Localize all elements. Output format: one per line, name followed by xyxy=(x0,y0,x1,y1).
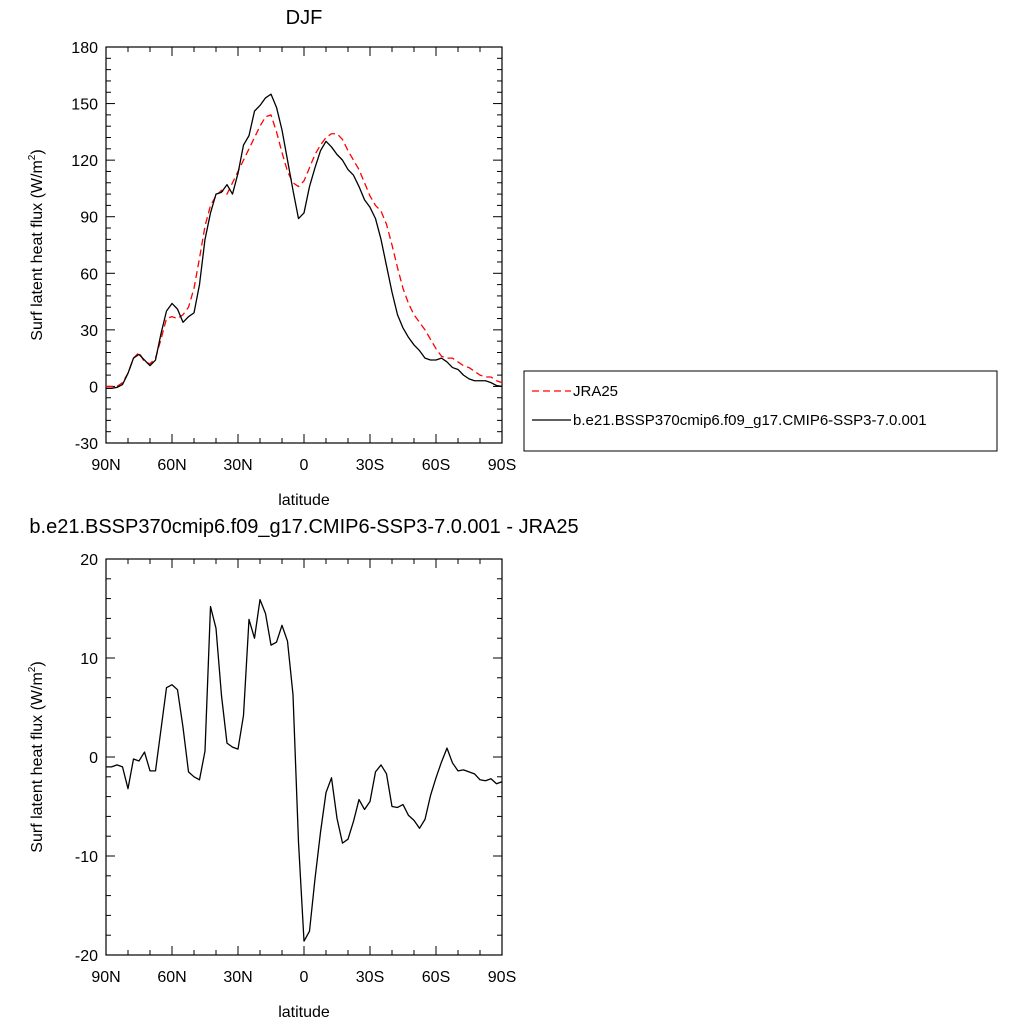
top-y-tick-label: 180 xyxy=(71,40,98,57)
bottom-axis-ticks: 90N 60N 30N 0 30S 60S 90S -20 -10 0 10 20 xyxy=(75,552,516,986)
top-series-lines xyxy=(106,93,503,389)
top-x-tick-label: 90N xyxy=(91,457,120,474)
bottom-y-axis-label-tail: ) xyxy=(29,661,46,666)
bottom-x-tick-label: 30S xyxy=(356,969,384,986)
bottom-panel-title: b.e21.BSSP370cmip6.f09_g17.CMIP6-SSP3-7.… xyxy=(29,516,578,538)
bottom-panel-difference: b.e21.BSSP370cmip6.f09_g17.CMIP6-SSP3-7.… xyxy=(27,516,579,1021)
bottom-x-tick-label: 60N xyxy=(157,969,186,986)
bottom-series-lines xyxy=(106,598,503,942)
top-x-tick-label: 90S xyxy=(488,457,516,474)
bottom-x-tick-label: 90N xyxy=(91,969,120,986)
bottom-x-axis-label: latitude xyxy=(278,1004,330,1021)
legend: JRA25 b.e21.BSSP370cmip6.f09_g17.CMIP6-S… xyxy=(523,370,998,452)
top-y-axis-label-tail: ) xyxy=(29,149,46,154)
top-series-line-1 xyxy=(106,93,503,389)
top-x-tick-label: 30S xyxy=(356,457,384,474)
bottom-y-axis-label-main: Surf latent heat flux (W/m xyxy=(29,672,46,853)
top-y-tick-label: 120 xyxy=(71,153,98,170)
bottom-y-tick-label: 20 xyxy=(80,552,98,569)
bottom-y-tick-label: 0 xyxy=(89,750,98,767)
top-y-tick-label: 0 xyxy=(89,379,98,396)
top-series-line-0 xyxy=(106,114,503,388)
bottom-y-axis-label-superscript: 2 xyxy=(27,666,38,672)
top-y-tick-label: 60 xyxy=(80,266,98,283)
top-axis-ticks: 90N 60N 30N 0 30S 60S 90S -30 0 30 60 90 120 150 180 xyxy=(71,40,516,474)
top-x-axis-label: latitude xyxy=(278,492,330,509)
bottom-x-tick-label: 90S xyxy=(488,969,516,986)
bottom-plot-frame xyxy=(105,558,503,956)
bottom-x-tick-label: 0 xyxy=(300,969,309,986)
bottom-series-line-0 xyxy=(106,598,503,942)
top-y-tick-label: 150 xyxy=(71,97,98,114)
top-y-tick-label: 90 xyxy=(80,210,98,227)
legend-box xyxy=(523,370,998,452)
legend-label-model: b.e21.BSSP370cmip6.f09_g17.CMIP6-SSP3-7.… xyxy=(573,412,927,429)
bottom-y-tick-label: -10 xyxy=(75,849,98,866)
top-y-tick-label: -30 xyxy=(75,436,98,453)
bottom-x-tick-label: 60S xyxy=(422,969,450,986)
bottom-y-tick-label: -20 xyxy=(75,948,98,965)
bottom-y-tick-label: 10 xyxy=(80,651,98,668)
top-y-tick-label: 30 xyxy=(80,323,98,340)
top-x-tick-label: 30N xyxy=(223,457,252,474)
legend-label-jra25: JRA25 xyxy=(573,383,618,400)
top-plot-frame xyxy=(105,46,503,444)
top-y-axis-label-superscript: 2 xyxy=(27,154,38,160)
top-x-tick-label: 60S xyxy=(422,457,450,474)
top-panel-djf: DJF 90N 60N 30N 0 30S 60S 90S -30 0 30 60 90 120 150 1… xyxy=(27,7,516,509)
top-y-axis-label: Surf latent heat flux (W/m2) xyxy=(27,149,46,340)
top-x-tick-label: 60N xyxy=(157,457,186,474)
top-y-axis-label-main: Surf latent heat flux (W/m xyxy=(29,160,46,341)
top-panel-title: DJF xyxy=(286,7,323,29)
bottom-x-tick-label: 30N xyxy=(223,969,252,986)
bottom-y-axis-label: Surf latent heat flux (W/m2) xyxy=(27,661,46,852)
top-x-tick-label: 0 xyxy=(300,457,309,474)
